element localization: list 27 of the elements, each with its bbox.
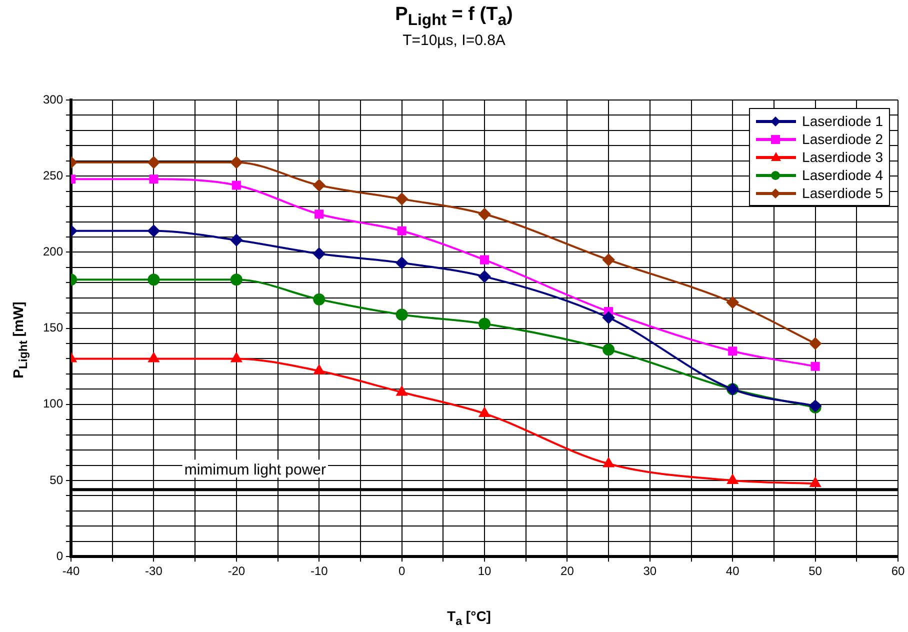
ref-line-label: mimimum light power [184, 461, 326, 478]
x-tick-label: 40 [726, 564, 740, 578]
x-axis-title: T$_{a}$ [°C] [446, 608, 492, 628]
x-tick-label: 50 [808, 564, 822, 578]
y-tick-label: 100 [42, 396, 64, 411]
legend-label: Laserdiode 2 [802, 131, 883, 147]
x-tick-label: -30 [145, 564, 163, 578]
x-tick-label: -20 [228, 564, 246, 578]
x-tick-label: 20 [560, 564, 574, 578]
y-tick-label: 200 [42, 244, 64, 259]
y-tick-label: 300 [42, 92, 64, 106]
chart-subtitle: T=10µs, I=0.8A [402, 32, 506, 49]
chart-title: P$_{Light}$ = f (T$_{a}$) [394, 4, 514, 30]
y-tick-label: 0 [56, 548, 64, 563]
x-tick-label: 0 [398, 564, 406, 578]
x-tick-label: 10 [478, 564, 492, 578]
legend-label: Laserdiode 4 [802, 167, 883, 183]
y-tick-label: 50 [50, 472, 64, 487]
x-tick-label: -10 [310, 564, 328, 578]
legend-label: Laserdiode 1 [802, 113, 883, 129]
legend-label: Laserdiode 5 [802, 185, 883, 201]
y-tick-label: 250 [42, 168, 64, 182]
x-tick-label: -40 [62, 564, 80, 578]
legend-label: Laserdiode 3 [802, 149, 883, 165]
y-tick-label: 150 [42, 320, 64, 335]
x-tick-label: 30 [643, 564, 657, 578]
x-tick-label: 60 [891, 564, 905, 578]
